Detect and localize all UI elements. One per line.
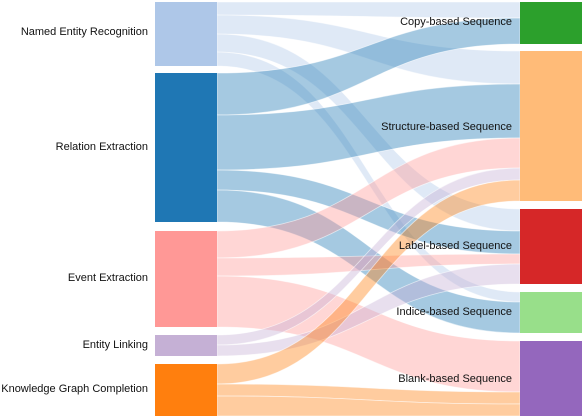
- target-node-struct: [520, 51, 582, 201]
- label-knowledge-graph-completion: Knowledge Graph Completion: [1, 383, 148, 395]
- source-node-ner: [155, 2, 217, 66]
- label-copy-based-sequence: Copy-based Sequence: [400, 16, 512, 28]
- link-re-to-copy: [216, 17, 521, 116]
- sankey-links: [216, 1, 521, 417]
- target-node-label: [520, 209, 582, 284]
- sankey-nodes: [155, 2, 582, 416]
- target-node-blank: [520, 341, 582, 416]
- label-structure-based-sequence: Structure-based Sequence: [381, 121, 512, 133]
- label-event-extraction: Event Extraction: [67, 272, 148, 284]
- source-node-re: [155, 73, 217, 222]
- source-node-kgc: [155, 364, 217, 416]
- label-relation-extraction: Relation Extraction: [55, 141, 148, 153]
- source-node-ee: [155, 231, 217, 327]
- source-node-el: [155, 335, 217, 356]
- label-indice-based-sequence: Indice-based Sequence: [396, 306, 512, 318]
- label-blank-based-sequence: Blank-based Sequence: [398, 373, 512, 385]
- label-named-entity-recognition: Named Entity Recognition: [20, 26, 148, 38]
- label-label-based-sequence: Label-based Sequence: [398, 240, 512, 252]
- target-node-copy: [520, 2, 582, 44]
- label-entity-linking: Entity Linking: [82, 339, 148, 351]
- target-node-indice: [520, 292, 582, 333]
